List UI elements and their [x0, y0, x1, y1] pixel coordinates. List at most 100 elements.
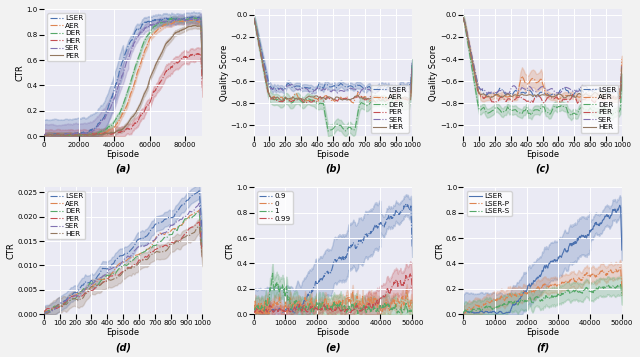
DER — [371, 99, 378, 103]
0 — [403, 288, 411, 293]
SER — [58, 133, 65, 137]
0.9 — [326, 271, 334, 275]
LSER — [195, 188, 203, 193]
LSER — [135, 237, 143, 241]
AER — [198, 250, 206, 254]
AER — [408, 68, 416, 72]
Text: (e): (e) — [325, 342, 340, 352]
DER — [289, 100, 297, 104]
AER — [323, 94, 330, 98]
SER — [556, 91, 564, 95]
HER — [361, 95, 369, 100]
Line: LSER-P: LSER-P — [463, 267, 622, 313]
HER — [460, 15, 467, 20]
LSER — [40, 311, 47, 316]
LSER — [460, 312, 467, 316]
DER — [113, 269, 120, 273]
HER — [159, 250, 166, 254]
HER — [570, 95, 578, 99]
AER — [81, 133, 89, 137]
DER — [195, 210, 203, 214]
AER — [159, 23, 167, 27]
0.99 — [326, 307, 333, 312]
LSER-S — [460, 311, 467, 315]
AER — [460, 16, 467, 21]
HER — [499, 95, 507, 99]
1 — [326, 306, 334, 311]
LSER — [362, 87, 370, 91]
SER — [572, 89, 580, 94]
DER — [362, 104, 370, 108]
HER — [250, 16, 257, 20]
PER — [346, 98, 354, 102]
HER — [323, 97, 330, 101]
SER — [500, 89, 508, 93]
DER — [618, 76, 626, 80]
Y-axis label: CTR: CTR — [435, 242, 444, 259]
LSER-P — [618, 285, 626, 290]
0 — [405, 303, 413, 308]
LSER-P — [535, 285, 543, 290]
X-axis label: Episode: Episode — [526, 150, 559, 159]
PER — [573, 101, 581, 105]
SER — [470, 65, 478, 70]
DER — [81, 133, 89, 137]
AER — [618, 57, 626, 61]
1 — [336, 302, 344, 306]
SER — [81, 131, 89, 135]
Line: PER: PER — [463, 18, 622, 103]
LSER — [499, 89, 507, 93]
HER — [135, 260, 143, 265]
Line: LSER: LSER — [44, 191, 202, 313]
LSER — [51, 307, 59, 311]
PER — [51, 305, 59, 310]
PER — [70, 134, 77, 138]
SER — [40, 312, 47, 316]
LSER — [190, 14, 198, 19]
PER — [302, 101, 310, 105]
SER — [618, 64, 626, 68]
0 — [326, 306, 334, 310]
1 — [405, 309, 413, 313]
0.99 — [380, 295, 387, 299]
PER — [198, 74, 206, 78]
0.9 — [250, 310, 257, 315]
DER — [408, 62, 416, 67]
SER — [250, 15, 257, 20]
Line: HER: HER — [253, 18, 412, 101]
DER — [261, 73, 269, 77]
LSER-P — [614, 269, 622, 273]
0.99 — [408, 287, 416, 292]
Line: SER: SER — [44, 203, 202, 314]
LSER — [545, 261, 553, 266]
Line: LSER-S: LSER-S — [463, 285, 622, 313]
LSER — [108, 95, 115, 100]
PER — [250, 16, 257, 20]
Line: SER: SER — [463, 17, 622, 94]
AER — [250, 16, 257, 20]
LSER — [58, 132, 65, 137]
DER — [58, 133, 65, 137]
X-axis label: Episode: Episode — [316, 150, 349, 159]
AER — [570, 94, 578, 98]
DER — [499, 111, 507, 115]
AER — [579, 95, 586, 99]
DER — [153, 22, 161, 27]
LSER — [618, 248, 626, 252]
SER — [198, 68, 206, 72]
HER — [40, 312, 47, 316]
PER — [198, 255, 206, 260]
DER — [64, 134, 72, 138]
LSER — [324, 83, 332, 87]
X-axis label: Episode: Episode — [107, 328, 140, 337]
DER — [40, 310, 47, 314]
0.9 — [253, 311, 261, 316]
SER — [408, 61, 416, 65]
HER — [151, 251, 159, 255]
SER — [108, 102, 116, 106]
Line: AER: AER — [44, 20, 202, 136]
LSER-P — [554, 283, 561, 287]
0.9 — [336, 256, 344, 260]
DER — [555, 104, 563, 109]
DER — [40, 133, 47, 137]
